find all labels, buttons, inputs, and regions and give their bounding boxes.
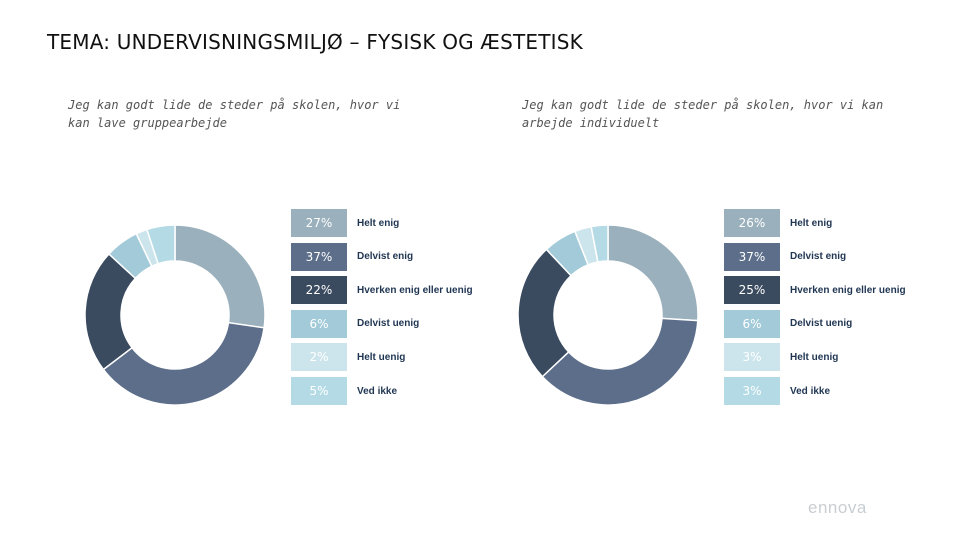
legend-label-hverken-enig-eller-uenig: Hverken enig eller uenig xyxy=(357,284,473,296)
legend-label-delvist-enig: Delvist enig xyxy=(357,251,414,263)
legend-label-helt-enig: Helt enig xyxy=(790,217,833,229)
legend-row-hverken-enig-eller-uenig: 22% Hverken enig eller uenig xyxy=(291,276,491,305)
donut-slice-ved-ikke xyxy=(590,225,609,263)
ennova-logo: ennova xyxy=(808,498,867,517)
legend-value-helt-enig: 26% xyxy=(724,209,780,237)
legend-label-ved-ikke: Ved ikke xyxy=(357,385,398,397)
legend-label-hverken-enig-eller-uenig: Hverken enig eller uenig xyxy=(790,284,906,296)
page-title: TEMA: UNDERVISNINGSMILJØ – FYSISK OG ÆST… xyxy=(47,30,583,54)
legend-row-helt-enig: 26% Helt enig xyxy=(724,209,924,237)
legend-row-delvist-enig: 37% Delvist enig xyxy=(724,242,924,271)
legend-row-delvist-uenig: 6% Delvist uenig xyxy=(724,309,924,338)
legend-label-helt-enig: Helt enig xyxy=(357,217,400,229)
legend-value-helt-uenig: 2% xyxy=(291,343,347,372)
legend-value-ved-ikke: 3% xyxy=(724,377,780,405)
legend-label-helt-uenig: Helt uenig xyxy=(357,351,406,363)
chart-panel-gruppearbejde: Jeg kan godt lide de steder på skolen, h… xyxy=(0,0,473,540)
donut-chart xyxy=(518,225,698,405)
donut-chart xyxy=(85,225,265,405)
legend-row-delvist-enig: 37% Delvist enig xyxy=(291,242,491,271)
legend-row-helt-enig: 27% Helt enig xyxy=(291,209,491,237)
chart-subtitle: Jeg kan godt lide de steder på skolen, h… xyxy=(68,98,401,130)
donut-slice-helt-enig xyxy=(174,225,265,329)
legend-value-hverken-enig-eller-uenig: 25% xyxy=(724,276,780,305)
chart-panel-individuelt: Jeg kan godt lide de steder på skolen, h… xyxy=(453,0,906,540)
legend-value-helt-uenig: 3% xyxy=(724,343,780,372)
donut-slice-ved-ikke xyxy=(145,225,176,265)
legend-row-ved-ikke: 3% Ved ikke xyxy=(724,377,924,405)
legend-value-helt-enig: 27% xyxy=(291,209,347,237)
chart-subtitle: Jeg kan godt lide de steder på skolen, h… xyxy=(522,98,884,130)
legend-value-delvist-enig: 37% xyxy=(724,242,780,271)
legend-row-hverken-enig-eller-uenig: 25% Hverken enig eller uenig xyxy=(724,276,924,305)
donut-slice-helt-enig xyxy=(607,225,698,322)
legend-label-delvist-uenig: Delvist uenig xyxy=(357,318,420,330)
donut-slice-hverken-enig-eller-uenig xyxy=(518,248,573,378)
legend-label-ved-ikke: Ved ikke xyxy=(790,385,831,397)
donut-slice-delvist-enig xyxy=(541,317,698,405)
legend-label-delvist-uenig: Delvist uenig xyxy=(790,318,853,330)
legend-row-ved-ikke: 5% Ved ikke xyxy=(291,377,491,405)
legend-value-hverken-enig-eller-uenig: 22% xyxy=(291,276,347,305)
legend-row-helt-uenig: 2% Helt uenig xyxy=(291,343,491,372)
legend-value-delvist-enig: 37% xyxy=(291,242,347,271)
legend-value-delvist-uenig: 6% xyxy=(724,309,780,338)
legend-row-delvist-uenig: 6% Delvist uenig xyxy=(291,309,491,338)
legend-row-helt-uenig: 3% Helt uenig xyxy=(724,343,924,372)
legend-value-delvist-uenig: 6% xyxy=(291,309,347,338)
donut-slice-delvist-enig xyxy=(102,321,265,405)
legend-label-helt-uenig: Helt uenig xyxy=(790,351,839,363)
legend-value-ved-ikke: 5% xyxy=(291,377,347,405)
legend-label-delvist-enig: Delvist enig xyxy=(790,251,847,263)
